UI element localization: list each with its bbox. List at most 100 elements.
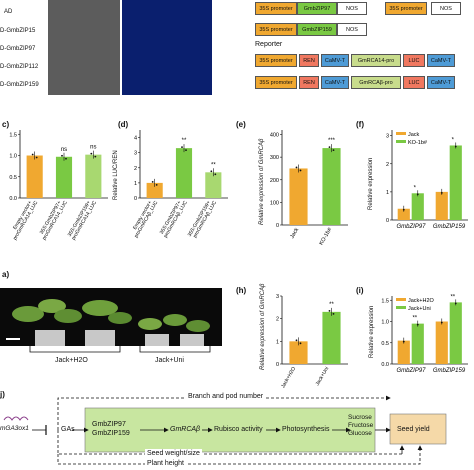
y-tick-label: 0.0 — [9, 196, 17, 202]
sig-label: * — [452, 137, 455, 143]
bar-1-1 — [449, 145, 462, 220]
data-point — [332, 149, 335, 151]
gene-mga3ox1: mGA3ox1 — [0, 425, 29, 432]
node-gas: GAs — [61, 426, 75, 433]
data-point — [214, 173, 217, 176]
legend-swatch — [396, 140, 406, 143]
y-tick-label: 1.5 — [9, 132, 17, 138]
data-point — [185, 149, 187, 152]
bar-1 — [55, 156, 73, 198]
bar-0-0 — [397, 208, 410, 220]
data-point — [299, 169, 302, 172]
photo-brackets — [29, 346, 211, 353]
effector1-promoter: 35S promoter — [255, 2, 297, 15]
x-tick-label: GmbZIP97 — [396, 368, 426, 374]
bar-1-1 — [449, 302, 462, 364]
y-tick-label: 0.5 — [381, 341, 389, 347]
panel-label-i: (i) — [356, 286, 364, 295]
effector2-promoter: 35S promoter — [255, 23, 297, 36]
caption-jack-h2o: Jack+H2O — [55, 357, 88, 364]
reporter1-ren: REN — [299, 54, 319, 67]
effector3-promoter: 35S promoter — [385, 2, 427, 15]
legend-label: Jack+H2O — [408, 298, 435, 304]
node-sugars: Sucrose Fructose Glucose — [348, 414, 374, 437]
y-tick-label: 2 — [276, 317, 279, 323]
bar-0-1 — [435, 191, 448, 220]
panel-h-ylabel: Relative expression of GmRCAβ — [260, 283, 266, 370]
data-point — [454, 145, 457, 148]
y-tick-label: 4 — [134, 136, 137, 142]
y-tick-label: 3 — [134, 151, 137, 157]
construct-panel: 35S promoter GmbZIP97 NOS 35S promoter N… — [255, 0, 474, 95]
reporter1-luc: LUC — [403, 54, 425, 67]
bar-0-1 — [435, 321, 448, 364]
effector3-nos: NOS — [431, 2, 461, 15]
node-seed-yield: Seed yield — [397, 426, 430, 433]
y-tick-label: 2 — [134, 166, 137, 172]
sig-label: *** — [328, 138, 336, 144]
row-label-bzip15: D-GmbZIP15 — [0, 28, 36, 34]
data-point — [90, 152, 93, 155]
y-tick-label: 400 — [270, 133, 279, 139]
node-branch: Branch and pod number — [186, 392, 266, 402]
yeast-plate-right — [122, 0, 212, 95]
x-tick-label: GmbZIP159 — [433, 224, 466, 230]
bar-1-0 — [411, 193, 424, 220]
y-tick-label: 0 — [276, 362, 279, 368]
panel-label-j: j) — [0, 390, 5, 399]
x-tick-label: Jack+H2O — [280, 366, 297, 389]
row-label-bzip97: D-GmbZIP97 — [0, 46, 36, 52]
bar-1 — [322, 311, 341, 364]
data-point — [416, 323, 419, 326]
sig-label: ** — [211, 162, 216, 168]
data-point — [155, 183, 158, 186]
panel-label-e: (e) — [236, 120, 246, 129]
data-point — [35, 156, 38, 159]
bar-1 — [175, 148, 193, 198]
data-point — [295, 339, 298, 342]
data-point — [299, 342, 302, 345]
panel-label-h: (h) — [236, 286, 247, 295]
x-tick-label: GmbZIP159 — [433, 368, 466, 374]
bar-0 — [26, 155, 43, 198]
x-tick-label: Jack+Uni — [315, 366, 331, 387]
data-point — [402, 340, 405, 343]
reporter2-pro: GmRCAβ-pro — [351, 76, 401, 89]
data-point — [210, 170, 213, 173]
yeast-plate-left — [48, 0, 120, 95]
sig-label: ns — [90, 145, 96, 151]
reporter1-promoter: 35S promoter — [255, 54, 297, 67]
y-tick-label: 0.0 — [381, 362, 389, 368]
x-tick-label: Jack — [289, 227, 300, 240]
y-tick-label: 0.5 — [9, 175, 17, 181]
effector2-gene: GmbZIP159 — [297, 23, 337, 36]
data-point — [402, 208, 405, 211]
data-point — [65, 157, 67, 160]
legend-label: KO-1b# — [408, 140, 428, 146]
panel-label-c: c) — [2, 120, 10, 129]
yeast-panel: AD D-GmbZIP15 D-GmbZIP97 D-GmbZIP112 D-G… — [0, 0, 212, 95]
data-point — [328, 146, 331, 148]
reporter2-promoter: 35S promoter — [255, 76, 297, 89]
legend-swatch — [396, 132, 406, 135]
y-tick-label: 1 — [386, 190, 389, 196]
data-point — [416, 193, 419, 196]
row-label-bzip112: D-GmbZIP112 — [0, 64, 39, 70]
panel-f-ylabel: Relative expression — [368, 157, 374, 210]
bar-2 — [205, 172, 222, 198]
caption-jack-uni: Jack+Uni — [155, 357, 184, 364]
row-label-ad: AD — [4, 9, 13, 15]
sig-label: ** — [450, 294, 455, 300]
legend-label: Jack — [408, 132, 420, 138]
node-tfs: GmbZIP97 GmbZIP159 — [92, 421, 130, 437]
y-tick-label: 1.5 — [381, 298, 389, 304]
bar-1-0 — [411, 323, 424, 364]
x-tick-label: KO-1b# — [319, 226, 334, 246]
sig-label: * — [414, 185, 417, 191]
y-tick-label: 1 — [134, 181, 137, 187]
sig-label: ** — [329, 302, 334, 308]
effector1-nos: NOS — [337, 2, 367, 15]
data-point — [295, 166, 298, 169]
bar-0 — [289, 341, 308, 364]
